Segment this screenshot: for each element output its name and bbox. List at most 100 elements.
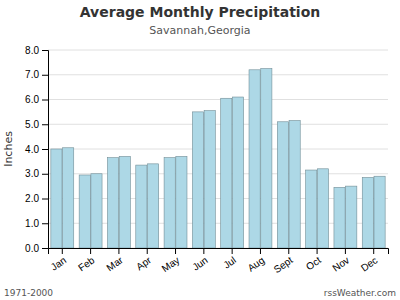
y-tick: 2.0 <box>25 193 48 204</box>
subtitle: Savannah,Georgia <box>149 24 250 37</box>
tick-mark <box>288 248 289 254</box>
tick-label: Aug <box>245 254 266 273</box>
grid-line <box>48 149 388 150</box>
bar <box>317 169 328 248</box>
tick-mark <box>175 248 176 254</box>
tick-mark <box>317 248 318 254</box>
bars <box>51 69 385 248</box>
y-tick: 6.0 <box>25 94 48 105</box>
x-tick: Dec <box>359 248 380 274</box>
axis-line <box>49 249 389 255</box>
bar <box>63 148 74 248</box>
tick-label: 8.0 <box>25 45 39 56</box>
tick-mark <box>42 100 48 101</box>
tick-label: 3.0 <box>25 168 39 179</box>
tick-label: Jun <box>190 254 210 272</box>
x-tick: Jan <box>49 248 69 273</box>
y-tick: 3.0 <box>25 168 48 179</box>
x-tick: Feb <box>76 248 97 273</box>
bar <box>277 122 288 248</box>
bar <box>107 158 118 248</box>
tick-mark <box>203 248 204 254</box>
bar <box>306 170 317 248</box>
y-tick: 7.0 <box>25 69 48 80</box>
bar <box>204 111 215 248</box>
bar <box>176 156 187 248</box>
y-axis: 0.0 1.0 2.0 3.0 4.0 5.0 6.0 7.0 8.0 <box>25 45 48 254</box>
tick-mark <box>260 248 261 254</box>
tick-label: Apr <box>134 254 154 272</box>
y-tick: 1.0 <box>25 218 48 229</box>
x-tick: Jun <box>190 248 210 273</box>
bar <box>346 186 357 248</box>
bar <box>164 158 175 248</box>
tick-mark <box>90 248 91 254</box>
bar <box>148 164 159 248</box>
bar <box>192 112 203 248</box>
tick-label: Jul <box>221 254 238 270</box>
grid-line <box>48 74 388 75</box>
x-tick: May <box>160 248 182 274</box>
tick-mark <box>42 50 48 51</box>
footnote: rssWeather.com <box>324 288 396 298</box>
x-tick: Jul <box>221 248 238 271</box>
tick-label: Nov <box>330 254 351 273</box>
bar <box>136 165 147 248</box>
y-axis-label: Inches <box>2 131 15 167</box>
tick-mark <box>62 248 63 254</box>
tick-label: 1.0 <box>25 218 39 229</box>
chart: Average Monthly Precipitation Savannah,Ge… <box>0 0 400 300</box>
plot: 0.0 1.0 2.0 3.0 4.0 5.0 6.0 7.0 8.0 Jan Feb Mar Apr M… <box>25 45 388 276</box>
x-tick: Mar <box>104 248 125 273</box>
grid <box>48 50 388 248</box>
tick-label: Sept <box>272 254 295 275</box>
tick-label: 2.0 <box>25 193 39 204</box>
tick-mark <box>42 248 48 249</box>
title: Average Monthly Precipitation <box>80 4 320 20</box>
bar <box>91 174 102 248</box>
tick-mark <box>42 174 48 175</box>
bar-series <box>51 70 374 248</box>
bar <box>362 177 373 248</box>
bar <box>79 175 90 248</box>
y-tick: 4.0 <box>25 144 48 155</box>
x-tick: Apr <box>134 248 154 272</box>
tick-label: 4.0 <box>25 144 39 155</box>
bar <box>119 156 130 248</box>
tick-label: 0.0 <box>25 243 39 254</box>
y-tick: 8.0 <box>25 45 48 56</box>
grid-line <box>48 124 388 125</box>
tick-mark <box>42 199 48 200</box>
tick-mark <box>147 248 148 254</box>
x-tick: Aug <box>245 248 266 274</box>
tick-mark <box>118 248 119 254</box>
tick-mark <box>42 124 48 125</box>
footnote: 1971-2000 <box>4 288 53 298</box>
tick-label: 6.0 <box>25 94 39 105</box>
x-tick: Nov <box>330 248 351 274</box>
tick-label: Oct <box>304 254 323 272</box>
y-tick: 5.0 <box>25 119 48 130</box>
x-tick: Sept <box>272 248 295 275</box>
bar <box>221 98 232 248</box>
grid-line <box>48 99 388 100</box>
bar <box>249 70 260 248</box>
bar <box>334 187 345 248</box>
tick-label: Jan <box>49 254 69 272</box>
tick-label: Feb <box>76 254 97 273</box>
bar <box>232 97 243 248</box>
grid-line <box>48 50 388 51</box>
y-tick: 0.0 <box>25 243 48 254</box>
x-axis: Jan Feb Mar Apr May Jun Jul Aug Sept Oct Nov Dec <box>49 248 389 275</box>
tick-label: Dec <box>359 254 380 273</box>
tick-label: Mar <box>104 254 125 273</box>
tick-mark <box>232 248 233 254</box>
tick-label: May <box>160 254 182 274</box>
tick-mark <box>42 75 48 76</box>
tick-mark <box>373 248 374 254</box>
bar <box>289 121 300 248</box>
bar <box>51 149 62 248</box>
tick-mark <box>42 223 48 224</box>
tick-label: 5.0 <box>25 119 39 130</box>
tick-mark <box>345 248 346 254</box>
